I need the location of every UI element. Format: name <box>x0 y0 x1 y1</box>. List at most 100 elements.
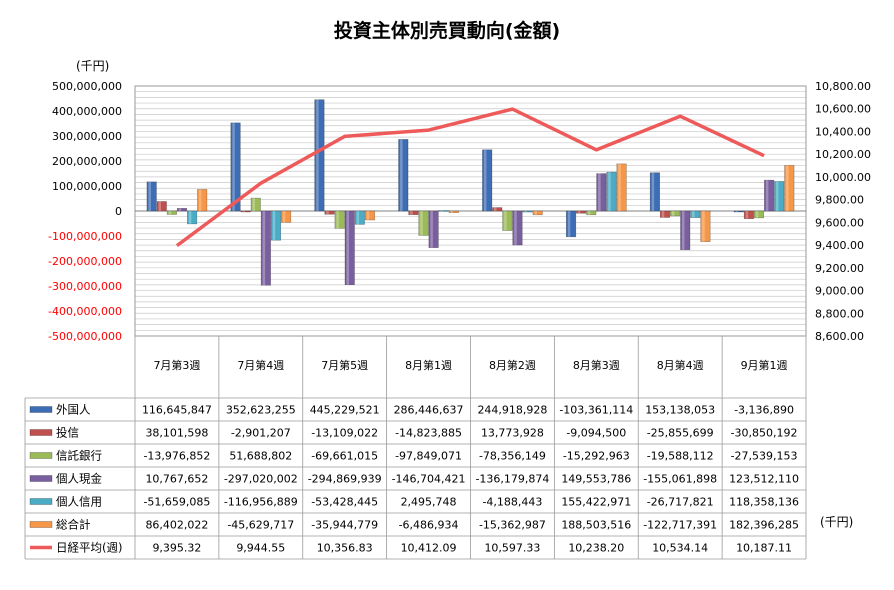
table-cell: -25,855,699 <box>647 427 714 440</box>
bar-highlight <box>430 211 433 248</box>
bar-highlight <box>262 211 266 286</box>
bar <box>260 210 271 286</box>
bar-highlight <box>524 211 527 213</box>
bar <box>492 207 503 212</box>
category-label: 8月第2週 <box>489 358 536 372</box>
category-label: 7月第4週 <box>237 358 284 372</box>
table-cell: -53,428,445 <box>311 496 378 509</box>
legend-key <box>29 452 53 459</box>
left-tick-label: 400,000,000 <box>52 105 122 118</box>
table-cell: 10,187.11 <box>736 542 792 555</box>
bar <box>324 210 335 215</box>
table-cell: 9,944.55 <box>236 542 285 555</box>
table-cell: -9,094,500 <box>566 427 626 440</box>
table-cell: 10,412.09 <box>401 542 457 555</box>
bar-highlight <box>316 99 319 211</box>
bar-highlight <box>598 173 601 211</box>
left-axis-unit: (千円) <box>76 59 110 73</box>
table-cell: -51,659,085 <box>143 496 210 509</box>
category-label: 8月第1週 <box>405 358 452 372</box>
series-3 <box>176 173 775 286</box>
bar <box>334 210 345 229</box>
bar-highlight <box>178 208 182 211</box>
table-cell: -103,361,114 <box>559 404 633 417</box>
table-cell: -45,629,717 <box>227 519 294 532</box>
table-cell: 38,101,598 <box>145 427 208 440</box>
table-cell: 13,773,928 <box>481 427 544 440</box>
bar-highlight <box>735 211 739 212</box>
bar <box>270 210 282 241</box>
table-cell: -15,292,963 <box>563 450 630 463</box>
category-label: 8月第3週 <box>573 358 620 372</box>
table-cell: -78,356,149 <box>479 450 546 463</box>
right-tick-label: 9,000.00 <box>815 285 864 298</box>
series-1 <box>156 201 754 220</box>
bar <box>596 173 607 212</box>
legend-key <box>29 498 53 505</box>
table-cell: -4,188,443 <box>482 496 542 509</box>
table-cell: -35,944,779 <box>311 519 378 532</box>
bar-highlight <box>158 201 162 211</box>
bar-highlight <box>198 189 202 211</box>
legend-label: 日経平均(週) <box>56 541 122 555</box>
bar <box>690 210 701 218</box>
bar-highlight <box>336 211 339 229</box>
bar-highlight <box>702 211 705 242</box>
bar-highlight <box>661 211 665 218</box>
bar <box>250 197 261 212</box>
table-cell: -27,539,153 <box>731 450 798 463</box>
left-tick-label: 0 <box>115 205 122 218</box>
legend-key <box>29 406 53 413</box>
left-tick-label: 500,000,000 <box>52 80 122 93</box>
bar-highlight <box>366 211 370 220</box>
bar <box>428 210 439 248</box>
series-5 <box>197 163 795 242</box>
bar <box>240 210 251 213</box>
table-cell: 153,138,053 <box>645 404 715 417</box>
bar-highlight <box>272 211 276 241</box>
bar <box>774 181 785 212</box>
bar <box>649 172 660 212</box>
bar <box>512 210 523 246</box>
bar <box>354 210 365 225</box>
right-tick-label: 9,200.00 <box>815 262 864 275</box>
right-tick-label: 10,000.00 <box>815 171 871 184</box>
right-axis: 10,800.00 10,600.00 10,400.00 10,200.00 10,0… <box>815 80 871 343</box>
bar <box>606 171 617 212</box>
bar-highlight <box>692 211 695 218</box>
bar <box>733 210 744 213</box>
category-label: 7月第3週 <box>153 358 200 372</box>
table-cell: -116,956,889 <box>224 496 298 509</box>
bar-highlight <box>450 211 454 213</box>
table-cell: 10,534.14 <box>652 542 708 555</box>
bar-highlight <box>356 211 360 225</box>
bar-highlight <box>282 211 286 223</box>
bar-highlight <box>440 210 443 212</box>
table-cell: -2,901,207 <box>231 427 291 440</box>
bar <box>532 210 543 216</box>
right-tick-label: 8,800.00 <box>815 307 864 320</box>
table-cell: 10,356.83 <box>317 542 373 555</box>
table-cell: 51,688,802 <box>229 450 292 463</box>
bar-highlight <box>745 211 749 219</box>
bar <box>197 189 208 212</box>
legend-label: 投信 <box>56 426 79 440</box>
bar-highlight <box>671 211 675 216</box>
bar-highlight <box>420 211 423 236</box>
table-cell: 2,495,748 <box>401 496 457 509</box>
table-cell: -155,061,898 <box>643 473 717 486</box>
bar-highlight <box>242 211 245 212</box>
bar <box>438 210 449 212</box>
bar <box>753 210 765 219</box>
legend-key <box>29 521 53 528</box>
right-tick-label: 10,200.00 <box>815 148 871 161</box>
bar <box>576 210 587 214</box>
bar <box>784 165 795 212</box>
bar-highlight <box>577 211 581 214</box>
series-2 <box>166 197 765 236</box>
bar-highlight <box>168 211 172 215</box>
legend-key <box>29 475 53 482</box>
table-cell: 244,918,928 <box>477 404 547 417</box>
bar <box>314 99 325 212</box>
table-cell: -122,717,391 <box>643 519 717 532</box>
